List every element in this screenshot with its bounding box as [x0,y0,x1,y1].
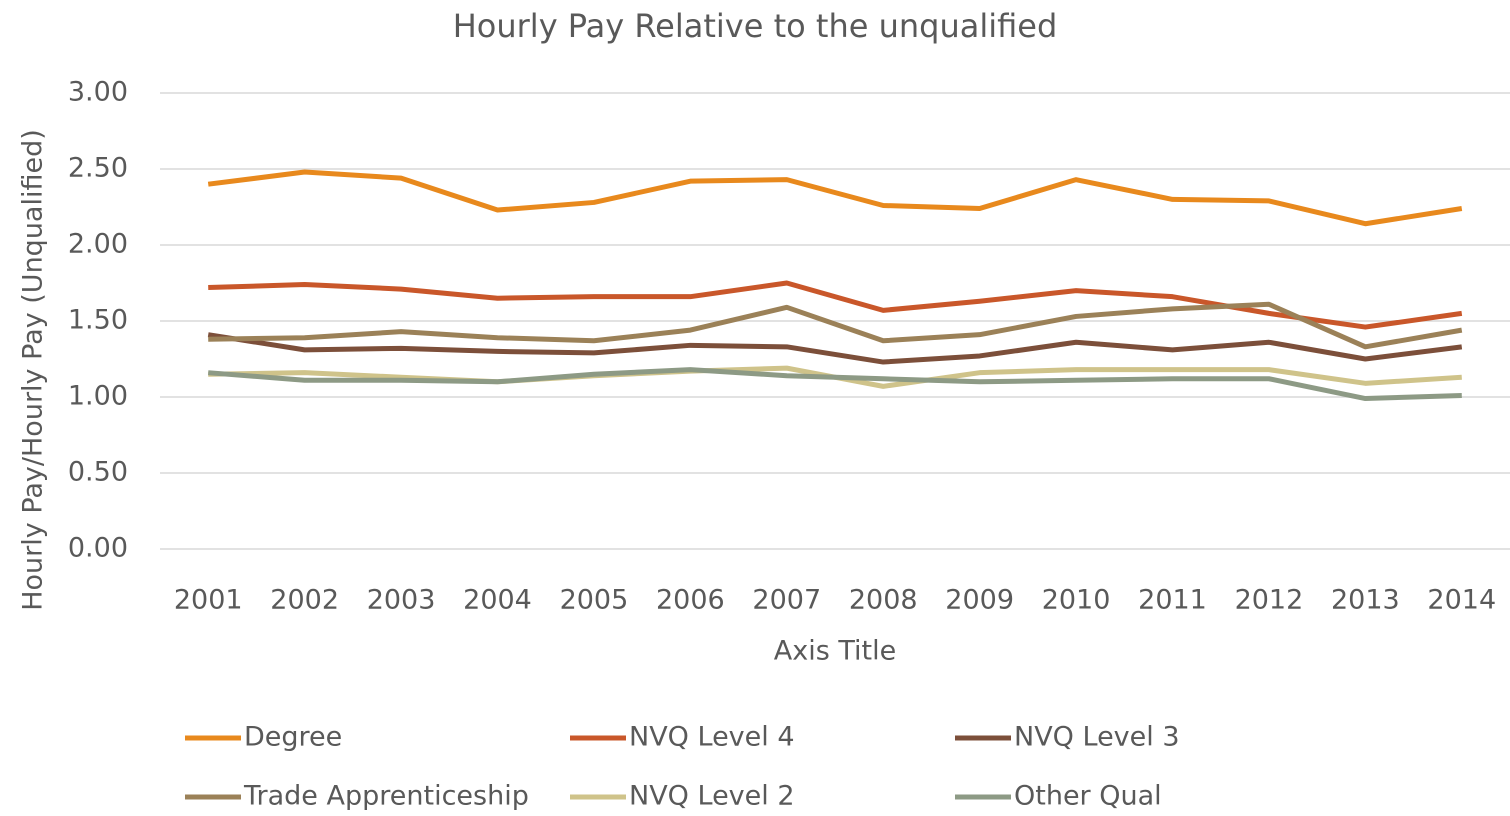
chart-title: Hourly Pay Relative to the unqualified [453,7,1058,45]
y-tick-label: 0.00 [68,533,128,564]
legend-label: NVQ Level 4 [629,722,795,753]
y-axis-title: Hourly Pay/Hourly Pay (Unqualified) [18,129,49,611]
x-tick-label: 2012 [1235,585,1304,616]
legend-label: NVQ Level 2 [629,781,795,812]
legend-label: NVQ Level 3 [1014,722,1180,753]
x-tick-label: 2014 [1427,585,1496,616]
y-tick-label: 2.00 [68,229,128,260]
y-tick-label: 1.50 [68,305,128,336]
x-tick-label: 2013 [1331,585,1400,616]
x-tick-label: 2004 [463,585,532,616]
y-tick-label: 0.50 [68,457,128,488]
legend-label: Trade Apprenticeship [243,781,529,812]
series-line [207,332,1463,365]
x-tick-label: 2006 [656,585,725,616]
legend-label: Other Qual [1014,781,1162,812]
legend-label: Degree [244,722,342,753]
x-tick-label: 2010 [1042,585,1111,616]
series-line [207,169,1463,227]
x-tick-label: 2005 [560,585,629,616]
x-axis-title: Axis Title [774,636,896,667]
series-line [208,280,1463,330]
y-tick-label: 3.00 [68,77,128,108]
x-tick-label: 2003 [367,585,436,616]
series-line [208,367,1462,402]
y-tick-label: 1.00 [68,381,128,412]
x-tick-label: 2002 [270,585,339,616]
series-line [208,301,1463,350]
x-tick-label: 2011 [1138,585,1207,616]
y-tick-label: 2.50 [68,153,128,184]
x-tick-label: 2008 [849,585,918,616]
x-tick-label: 2009 [945,585,1014,616]
x-tick-label: 2001 [174,585,243,616]
x-tick-label: 2007 [752,585,821,616]
